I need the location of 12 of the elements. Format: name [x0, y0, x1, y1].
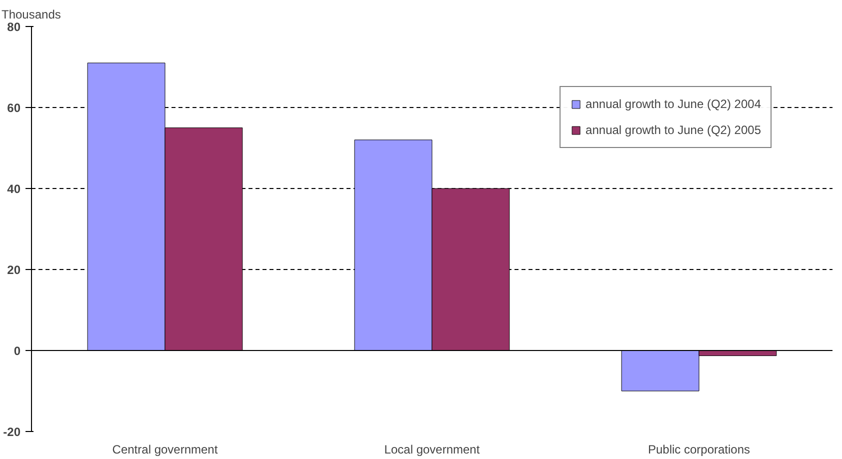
y-axis-title: Thousands	[2, 8, 61, 22]
legend-label: annual growth to June (Q2) 2004	[586, 97, 761, 111]
y-tick-label: -20	[3, 425, 21, 439]
y-tick-label: 80	[7, 20, 21, 34]
x-tick-label: Public corporations	[648, 442, 750, 456]
y-tick-label: 60	[7, 101, 21, 115]
y-tick-label: 20	[7, 263, 21, 277]
x-tick-label: Central government	[112, 442, 218, 456]
y-tick-label: 0	[14, 344, 21, 358]
y-tick-label: 40	[7, 182, 21, 196]
legend-label: annual growth to June (Q2) 2005	[586, 123, 761, 137]
x-tick-label: Local government	[384, 442, 480, 456]
